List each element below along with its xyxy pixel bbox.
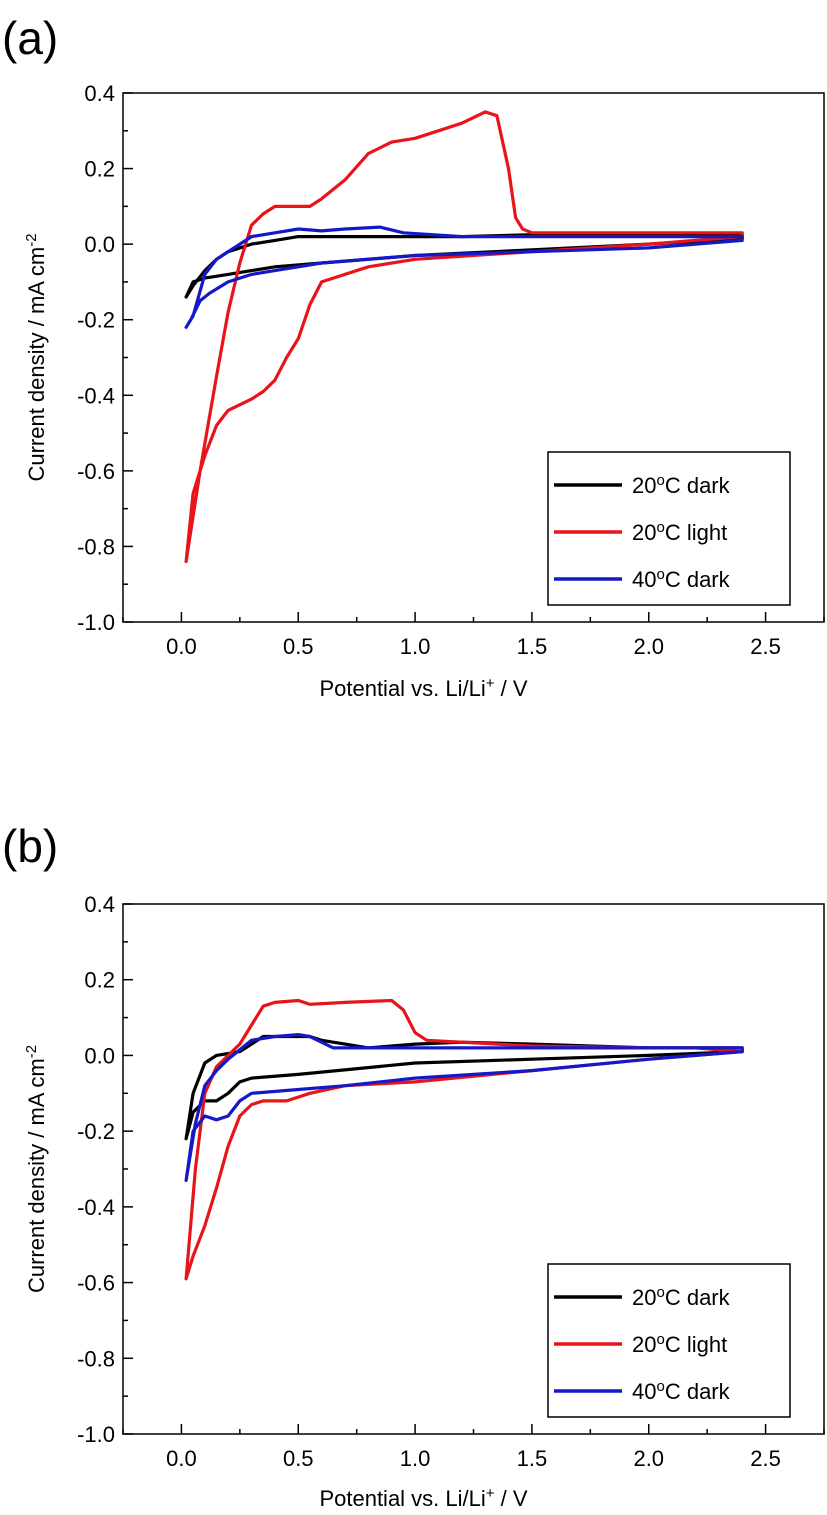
y-tick-label: -0.6: [77, 1271, 115, 1296]
y-tick-label: 0.4: [84, 81, 115, 106]
x-tick-label: 0.0: [166, 1446, 197, 1471]
y-tick-label: 0.2: [84, 968, 115, 993]
x-tick-label: 1.0: [400, 1446, 431, 1471]
legend-entry-label: 20oC dark: [632, 472, 731, 499]
series-line-20c-dark: [184, 233, 744, 299]
series-line-20c-light: [184, 110, 744, 564]
legend-entry-label: 20oC light: [632, 1331, 727, 1358]
series-line-40c-dark: [184, 1033, 744, 1182]
x-tick-label: 1.5: [517, 1446, 548, 1471]
y-tick-label: 0.0: [84, 1043, 115, 1068]
x-tick-label: 2.5: [750, 1446, 781, 1471]
y-tick-label: -0.8: [77, 1346, 115, 1371]
x-tick-label: 2.0: [633, 634, 664, 659]
series-line-20c-light: [184, 998, 744, 1281]
y-tick-label: -0.2: [77, 308, 115, 333]
chart-panel-b: (b) 0.0 0.5 1.0 1.5 2.0 2.5 -1.0 -0.8 -0.6 -0.4 -0.…: [2, 820, 825, 1512]
y-axis-title: Current density / mA cm-2: [23, 1045, 50, 1293]
x-axis-title: Potential vs. Li/Li+ / V: [319, 675, 527, 702]
y-tick-label: 0.4: [84, 892, 115, 917]
y-tick-label: 0.0: [84, 232, 115, 257]
legend-entry-label: 20oC light: [632, 519, 727, 546]
x-tick-label: 0.0: [166, 634, 197, 659]
legend-entry-label: 40oC dark: [632, 1378, 731, 1405]
x-tick-label: 1.0: [400, 634, 431, 659]
x-tick-label: 2.5: [750, 634, 781, 659]
y-tick-label: -0.6: [77, 459, 115, 484]
series-line-20c-dark: [184, 1034, 744, 1141]
y-axis-title: Current density / mA cm-2: [23, 233, 50, 481]
y-tick-label: -0.8: [77, 534, 115, 559]
y-tick-label: -0.4: [77, 383, 115, 408]
panel-label: (b): [2, 820, 58, 872]
legend: 20oC dark 20oC light 40oC dark: [547, 451, 791, 606]
y-tick-label: 0.2: [84, 157, 115, 182]
legend-entry-label: 40oC dark: [632, 566, 731, 593]
x-tick-label: 0.5: [283, 1446, 314, 1471]
legend-entry-label: 20oC dark: [632, 1284, 731, 1311]
x-axis-title: Potential vs. Li/Li+ / V: [319, 1485, 527, 1512]
x-tick-label: 1.5: [517, 634, 548, 659]
y-tick-label: -0.4: [77, 1195, 115, 1220]
x-tick-label: 0.5: [283, 634, 314, 659]
panel-label: (a): [2, 12, 58, 64]
y-tick-label: -0.2: [77, 1119, 115, 1144]
y-tick-label: -1.0: [77, 610, 115, 635]
series-line-40c-dark: [184, 225, 744, 329]
y-tick-label: -1.0: [77, 1422, 115, 1447]
chart-panel-a: (a) 0.0 0.5 1.0 1.5 2.0 2.5 -1.0 -0.8 -0.6 -0.4 -0.…: [2, 12, 825, 702]
legend: 20oC dark 20oC light 40oC dark: [547, 1263, 791, 1418]
x-tick-label: 2.0: [633, 1446, 664, 1471]
